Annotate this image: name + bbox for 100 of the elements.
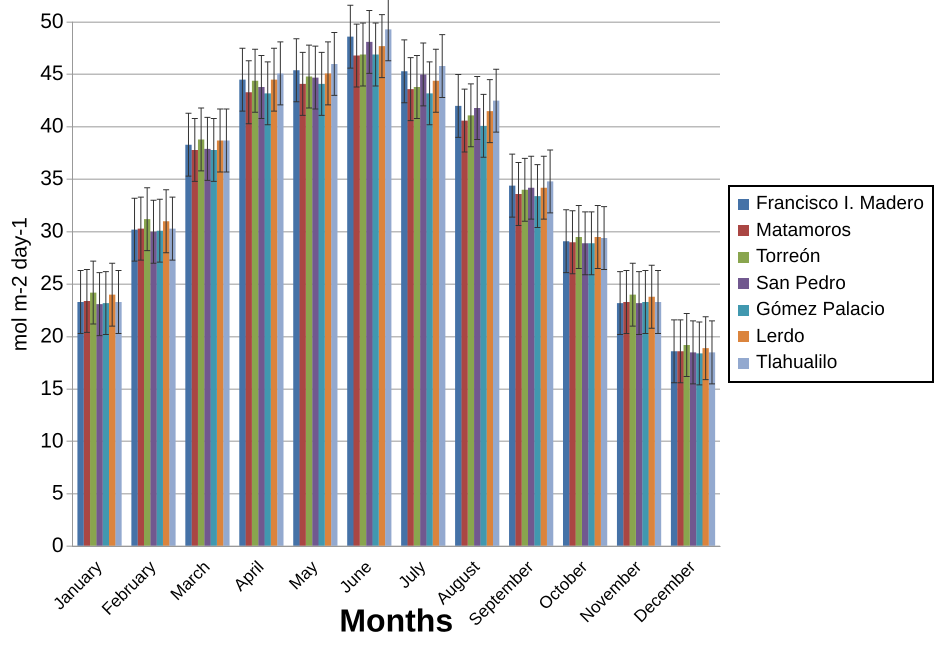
bar xyxy=(696,353,703,546)
bar xyxy=(401,71,408,546)
y-tick-label: 50 xyxy=(40,10,64,33)
bar xyxy=(324,73,332,546)
bar xyxy=(684,345,690,546)
legend-label: Tlahualilo xyxy=(756,351,838,376)
y-tick-label: 45 xyxy=(40,62,64,86)
y-tick-label: 10 xyxy=(40,429,64,452)
legend-label: San Pedro xyxy=(756,272,846,296)
bar xyxy=(461,120,468,546)
bar xyxy=(616,303,624,546)
bar xyxy=(654,302,662,546)
bar xyxy=(270,80,278,546)
bar xyxy=(569,242,576,546)
bar xyxy=(156,230,163,546)
y-tick-label: 0 xyxy=(52,534,64,558)
y-tick-label: 40 xyxy=(40,114,64,138)
bar xyxy=(708,352,716,546)
bar xyxy=(439,66,446,546)
bar xyxy=(347,36,354,546)
y-tick-label: 5 xyxy=(52,482,64,505)
bar xyxy=(426,93,433,546)
bar xyxy=(169,228,176,546)
bar xyxy=(588,243,595,546)
bar xyxy=(131,230,138,546)
bar xyxy=(600,238,608,546)
y-tick-label: 25 xyxy=(40,272,64,295)
bar xyxy=(642,302,649,546)
bar xyxy=(354,56,360,546)
bar xyxy=(138,228,144,546)
bar xyxy=(623,302,630,546)
bar xyxy=(385,29,392,546)
legend-label: Francisco I. Madero xyxy=(756,192,924,216)
bar xyxy=(432,80,440,546)
bar xyxy=(84,300,90,546)
bar xyxy=(150,232,157,546)
y-tick-label: 15 xyxy=(40,376,64,400)
legend-label: Lerdo xyxy=(756,324,805,349)
bar xyxy=(576,236,582,546)
bar xyxy=(414,87,420,546)
bar xyxy=(493,100,500,546)
y-tick-label: 30 xyxy=(40,220,64,243)
bar xyxy=(372,54,379,546)
bar xyxy=(318,84,325,546)
bar xyxy=(90,292,96,546)
bar xyxy=(210,150,217,546)
bar xyxy=(534,196,541,546)
bar xyxy=(264,93,271,546)
bar xyxy=(162,221,170,546)
bar xyxy=(540,188,547,546)
bar xyxy=(648,296,655,546)
bar xyxy=(420,74,426,546)
legend-label: Torreón xyxy=(756,245,820,270)
bar xyxy=(312,78,319,546)
bar xyxy=(677,351,684,546)
bar xyxy=(144,219,150,546)
bar xyxy=(515,194,522,546)
bar xyxy=(115,302,122,546)
y-tick-label: 20 xyxy=(40,324,64,348)
bar xyxy=(378,46,386,546)
bar xyxy=(455,106,462,546)
bar xyxy=(528,188,534,546)
bar xyxy=(77,302,84,546)
bar xyxy=(468,115,474,546)
legend-label: Gómez Palacio xyxy=(756,298,885,322)
bar xyxy=(192,150,198,546)
bar xyxy=(480,126,487,546)
bar xyxy=(246,92,252,546)
bar xyxy=(223,140,230,546)
bar xyxy=(486,111,494,546)
bar xyxy=(306,76,312,546)
legend-label: Matamoros xyxy=(756,218,852,243)
bar xyxy=(636,303,642,546)
bar xyxy=(407,89,414,546)
bar xyxy=(204,148,211,546)
bar xyxy=(277,73,284,546)
bar xyxy=(300,84,306,546)
bar xyxy=(366,42,372,546)
y-tick-label: 35 xyxy=(40,167,64,190)
bar xyxy=(96,304,103,546)
bar xyxy=(331,64,338,546)
bar xyxy=(360,54,366,546)
bar xyxy=(594,236,601,546)
bar xyxy=(239,80,246,546)
bar xyxy=(630,294,636,546)
bar xyxy=(522,190,528,546)
bar xyxy=(582,243,588,546)
bar xyxy=(216,140,224,546)
bar xyxy=(509,186,516,546)
bar xyxy=(252,80,258,546)
bar xyxy=(185,144,192,546)
bar xyxy=(258,87,265,546)
y-axis-title: mol m-2 day-1 xyxy=(8,217,32,352)
x-tick-label: July xyxy=(394,556,430,592)
bar xyxy=(670,351,678,546)
bar xyxy=(109,294,116,546)
bar xyxy=(474,108,480,546)
bar xyxy=(702,348,709,546)
bar xyxy=(562,241,570,546)
bar xyxy=(546,181,554,546)
